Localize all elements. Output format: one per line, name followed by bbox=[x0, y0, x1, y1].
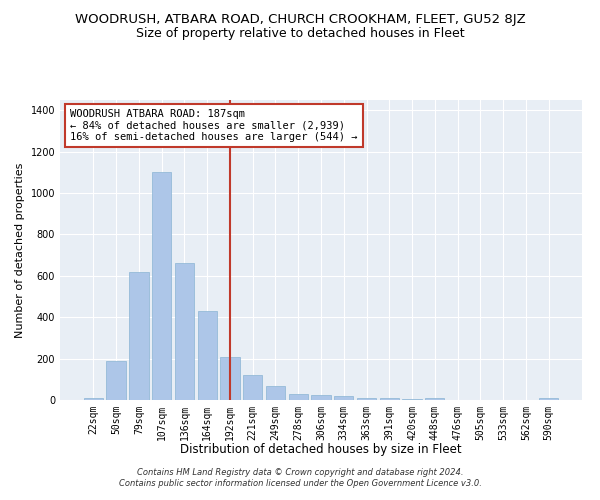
Text: Size of property relative to detached houses in Fleet: Size of property relative to detached ho… bbox=[136, 28, 464, 40]
Bar bbox=[334, 396, 353, 400]
Bar bbox=[311, 395, 331, 400]
Bar bbox=[539, 398, 558, 400]
Bar bbox=[106, 360, 126, 400]
Bar bbox=[357, 398, 376, 400]
Bar bbox=[289, 394, 308, 400]
Bar bbox=[220, 356, 239, 400]
Y-axis label: Number of detached properties: Number of detached properties bbox=[15, 162, 25, 338]
Bar bbox=[266, 386, 285, 400]
Bar bbox=[197, 311, 217, 400]
Bar bbox=[84, 398, 103, 400]
Text: Distribution of detached houses by size in Fleet: Distribution of detached houses by size … bbox=[180, 442, 462, 456]
Bar bbox=[152, 172, 172, 400]
Bar bbox=[425, 398, 445, 400]
Bar bbox=[175, 264, 194, 400]
Text: WOODRUSH ATBARA ROAD: 187sqm
← 84% of detached houses are smaller (2,939)
16% of: WOODRUSH ATBARA ROAD: 187sqm ← 84% of de… bbox=[70, 109, 358, 142]
Bar bbox=[129, 272, 149, 400]
Bar bbox=[380, 398, 399, 400]
Bar bbox=[243, 375, 262, 400]
Text: Contains HM Land Registry data © Crown copyright and database right 2024.
Contai: Contains HM Land Registry data © Crown c… bbox=[119, 468, 481, 487]
Text: WOODRUSH, ATBARA ROAD, CHURCH CROOKHAM, FLEET, GU52 8JZ: WOODRUSH, ATBARA ROAD, CHURCH CROOKHAM, … bbox=[74, 12, 526, 26]
